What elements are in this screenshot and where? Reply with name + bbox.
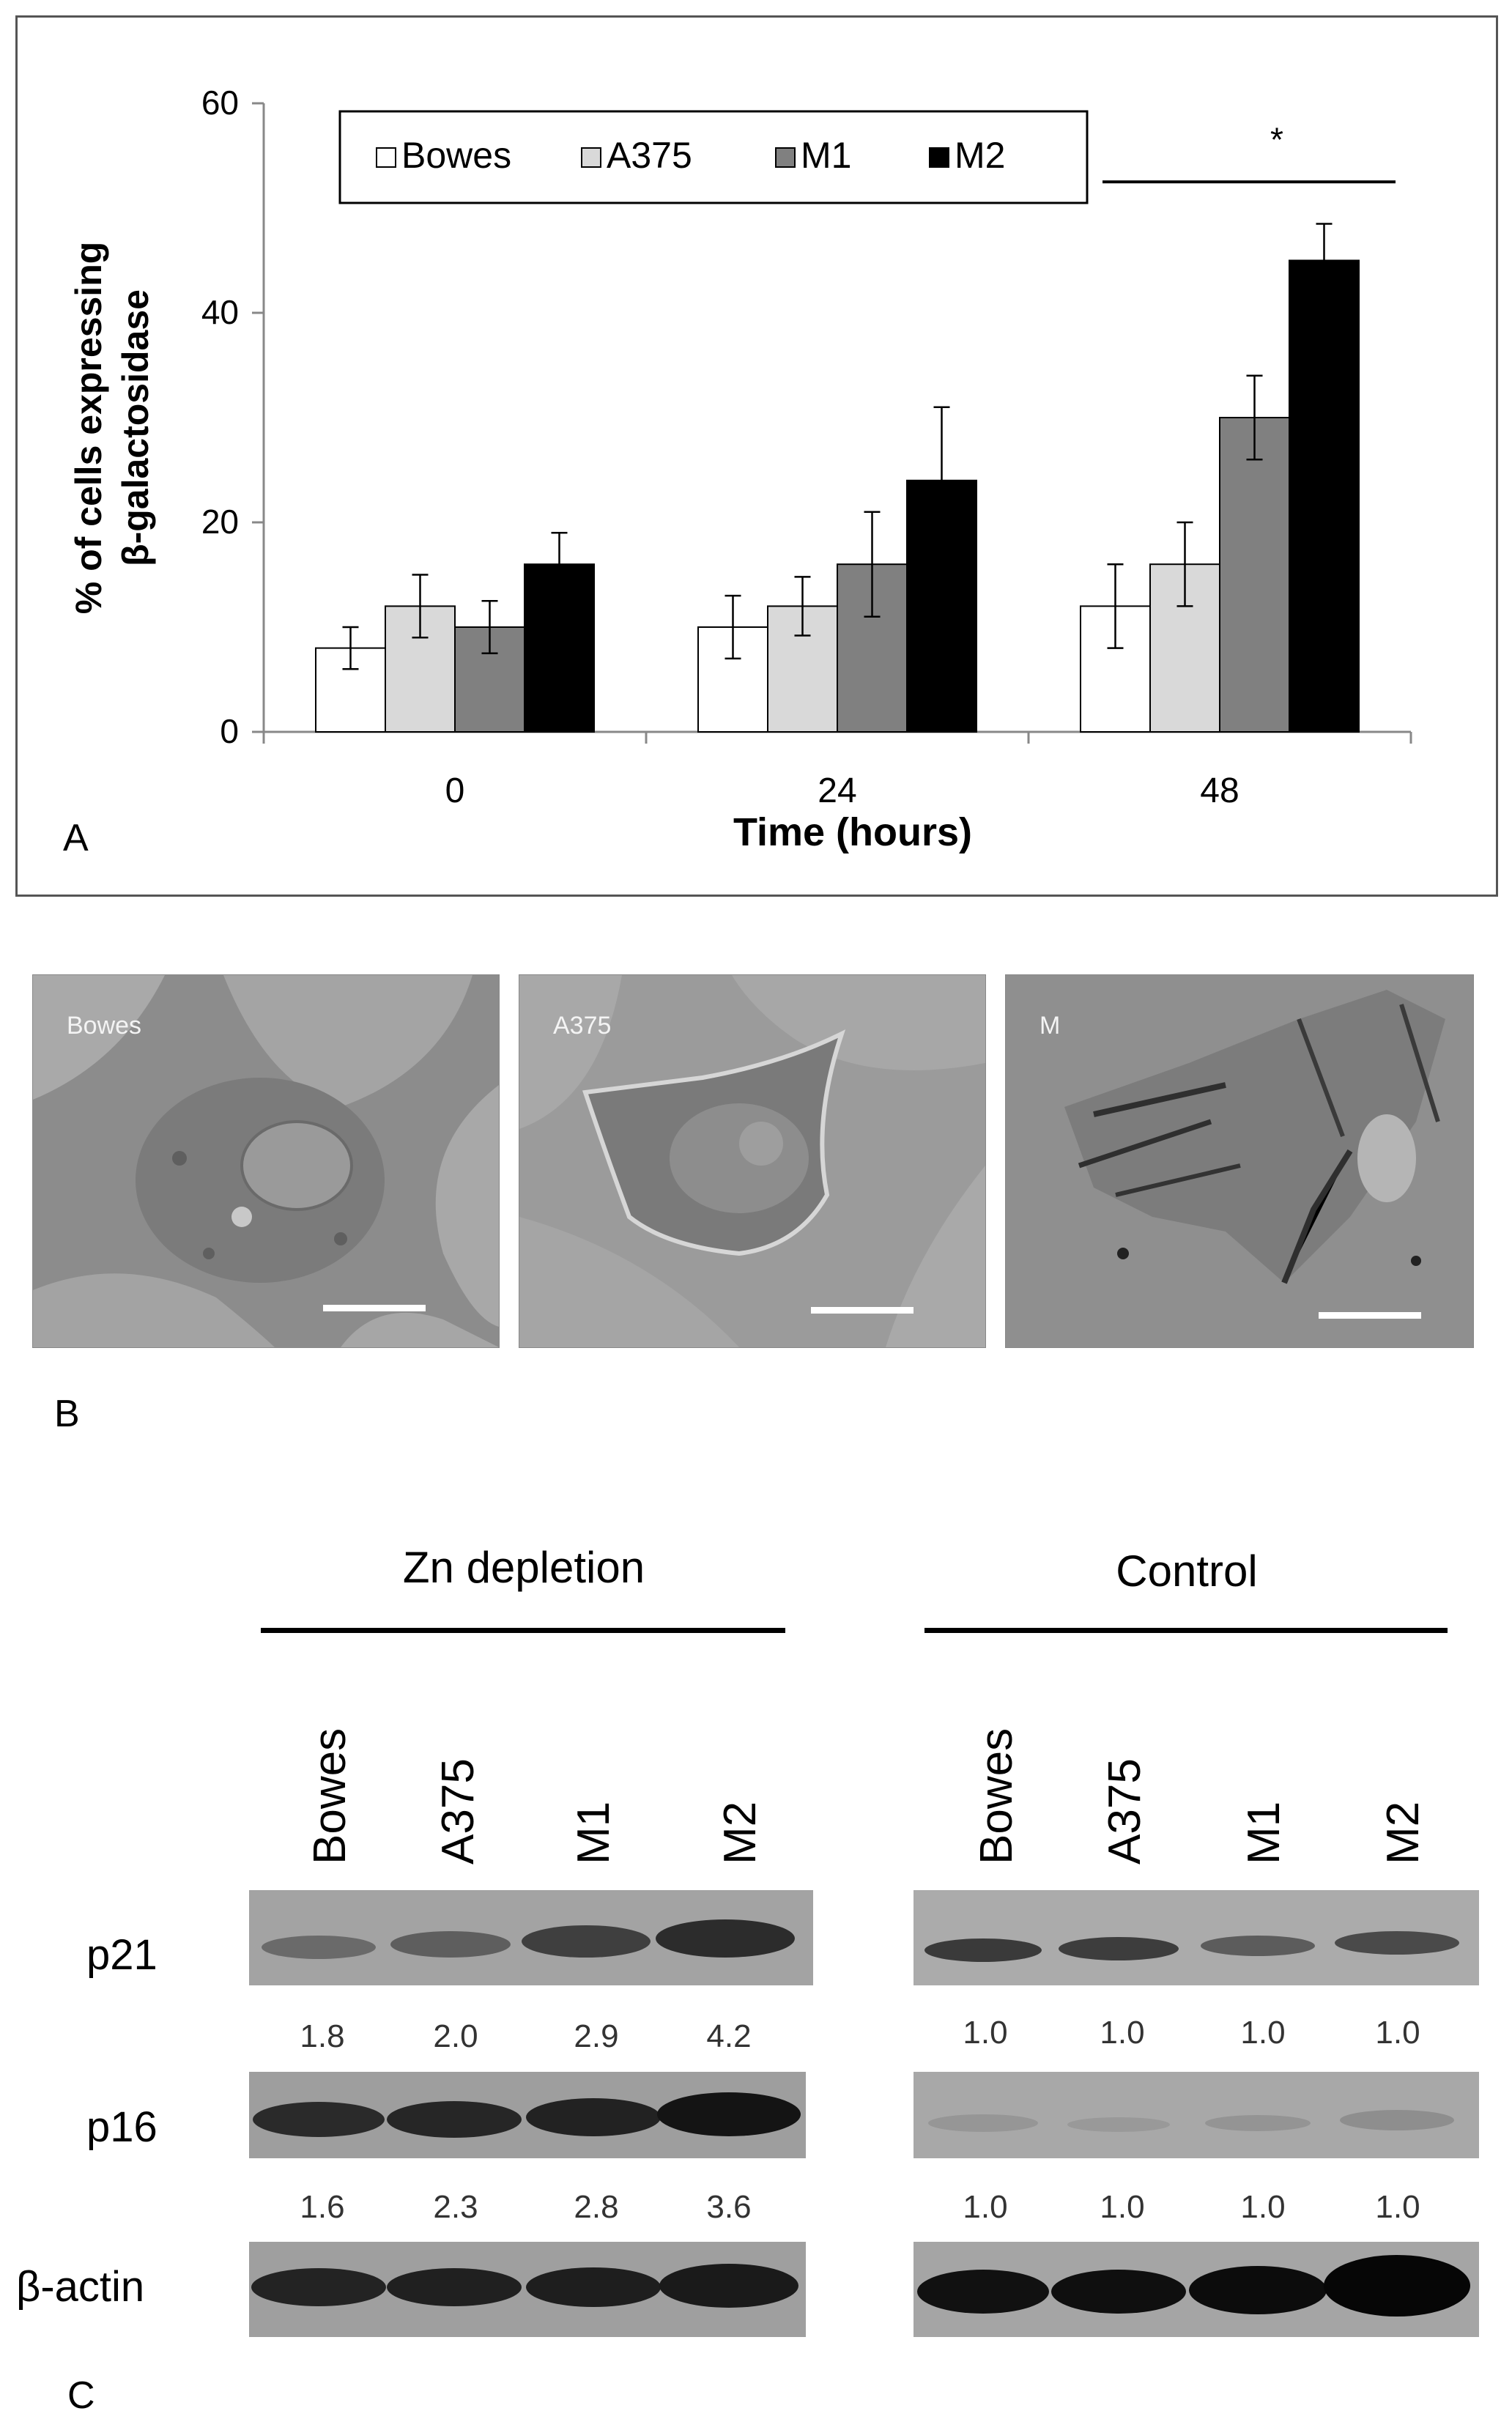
row-label-p21: p21	[86, 1931, 158, 1979]
quant-p16-bowes-ctrl: 1.0	[963, 2189, 1008, 2225]
quant-p21-a375-ctrl: 1.0	[1100, 2015, 1145, 2051]
quant-p16-m1-zn: 2.8	[574, 2189, 619, 2225]
quant-p21-m1-zn: 2.9	[574, 2018, 619, 2054]
micrograph-a375-image	[519, 975, 985, 1347]
significance-marker: *	[1270, 120, 1283, 158]
micrograph-label: M	[1040, 1012, 1061, 1040]
quant-p21-bowes-zn: 1.8	[300, 2018, 345, 2054]
bar	[1219, 417, 1290, 733]
micrograph-bowes-image	[33, 975, 499, 1347]
lane-label-bowes: Bowes	[971, 1727, 1022, 1864]
panel-a-chart-frame: 0 20 40 60 0 24 48 * % of cells expressing β-gala…	[15, 15, 1498, 897]
quant-p21-m1-ctrl: 1.0	[1240, 2015, 1286, 2051]
legend-swatch	[775, 147, 796, 168]
quant-p16-a375-ctrl: 1.0	[1100, 2189, 1145, 2225]
micrograph-label: A375	[553, 1012, 612, 1040]
quant-p16-m1-ctrl: 1.0	[1240, 2189, 1286, 2225]
panel-b-label: B	[54, 1393, 80, 1435]
lane-label-m2: M2	[1378, 1801, 1428, 1864]
legend-label: M2	[955, 135, 1005, 176]
y-tick-label: 20	[201, 503, 239, 541]
x-tick-label: 0	[445, 771, 465, 810]
x-tick-label: 48	[1200, 771, 1239, 810]
blot-beta-actin-zn-depletion	[249, 2242, 806, 2337]
scale-bar	[323, 1305, 426, 1311]
legend-swatch	[929, 147, 949, 168]
lane-label-bowes: Bowes	[305, 1727, 355, 1864]
y-tick-label: 60	[201, 84, 239, 122]
row-label-p16: p16	[86, 2103, 158, 2151]
lane-label-m1: M1	[568, 1801, 619, 1864]
bar-chart: 0 20 40 60 0 24 48 * % of cells expressing β-gala…	[68, 84, 1412, 854]
quant-p21-m2-zn: 4.2	[706, 2018, 752, 2054]
x-axis-title: Time (hours)	[733, 810, 972, 854]
group-title-control: Control	[1116, 1547, 1258, 1596]
y-tick-label: 40	[201, 293, 239, 331]
legend-swatch	[376, 147, 396, 168]
quant-p21-m2-ctrl: 1.0	[1375, 2015, 1420, 2051]
group-underline	[261, 1628, 785, 1633]
quant-p16-m2-zn: 3.6	[706, 2189, 752, 2225]
panel-c-label: C	[67, 2374, 95, 2417]
y-tick-label: 0	[220, 712, 239, 750]
lane-label-m2: M2	[715, 1801, 766, 1864]
lane-label-m1: M1	[1239, 1801, 1289, 1864]
blot-p16-zn-depletion	[249, 2072, 806, 2158]
blot-p16-control	[914, 2072, 1479, 2158]
micrograph-m-image	[1006, 975, 1473, 1347]
scale-bar	[1319, 1312, 1421, 1319]
group-underline	[924, 1628, 1448, 1633]
y-axis-title: β-galactosidase	[115, 289, 156, 566]
row-label-beta-actin: β-actin	[16, 2263, 145, 2311]
scale-bar	[811, 1307, 914, 1314]
lane-label-a375: A375	[1100, 1758, 1150, 1864]
x-tick-label: 24	[818, 771, 856, 810]
quant-p16-a375-zn: 2.3	[433, 2189, 478, 2225]
group-title-zn-depletion: Zn depletion	[402, 1543, 645, 1592]
blot-p21-control	[914, 1890, 1479, 1985]
legend-label: M1	[801, 135, 851, 176]
bar	[454, 626, 525, 733]
legend-swatch	[581, 147, 601, 168]
blot-beta-actin-control	[914, 2242, 1479, 2337]
panel-a-label: A	[63, 817, 89, 859]
quant-p16-bowes-zn: 1.6	[300, 2189, 345, 2225]
lane-label-a375: A375	[433, 1758, 483, 1864]
legend-box	[338, 110, 1089, 204]
bar	[385, 605, 456, 733]
quant-p21-a375-zn: 2.0	[433, 2018, 478, 2054]
bar	[1289, 259, 1360, 733]
quant-p16-m2-ctrl: 1.0	[1375, 2189, 1420, 2225]
quant-p21-bowes-ctrl: 1.0	[963, 2015, 1008, 2051]
legend-label: Bowes	[401, 135, 511, 176]
micrograph-m: M	[1005, 974, 1474, 1348]
y-axis-title: % of cells expressing	[68, 242, 109, 615]
legend-label: A375	[607, 135, 692, 176]
micrograph-bowes: Bowes	[32, 974, 500, 1348]
blot-p21-zn-depletion	[249, 1890, 813, 1985]
micrograph-a375: A375	[519, 974, 986, 1348]
micrograph-label: Bowes	[67, 1012, 142, 1040]
